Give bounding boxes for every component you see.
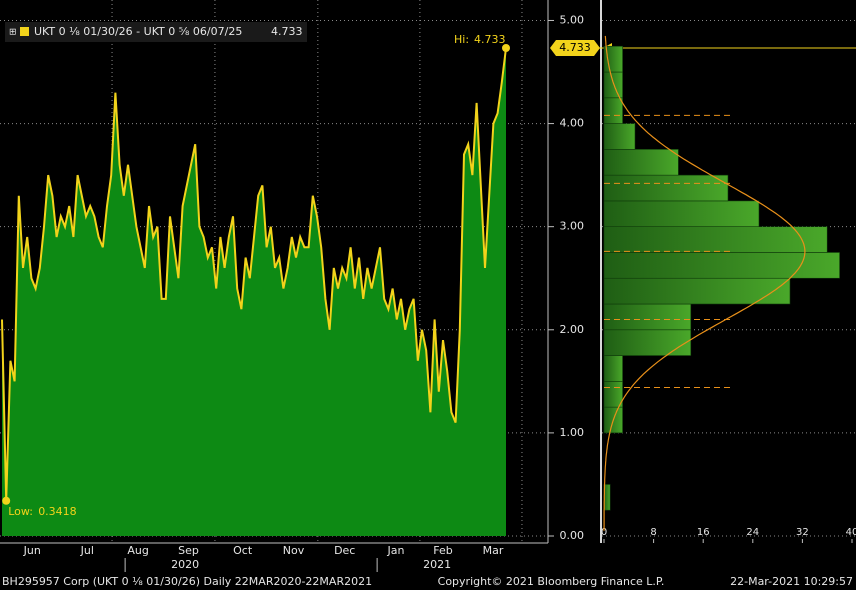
- line: [1, 47, 507, 501]
- hist-bar: [603, 200, 760, 227]
- high-label: Hi:: [454, 33, 469, 46]
- legend-label: UKT 0 ⅛ 01/30/26 - UKT 0 ⅝ 06/07/25: [34, 25, 242, 38]
- legend-toggle[interactable]: ⊞: [9, 28, 17, 38]
- hist-tick-label: 8: [650, 527, 656, 538]
- last-value-label: 4.733: [559, 41, 591, 54]
- hist-bar: [603, 123, 636, 150]
- x-tick-label: Aug: [127, 544, 148, 557]
- hist-bar: [603, 381, 623, 408]
- hist-bar: [603, 355, 623, 382]
- y-tick-label: 2.00: [560, 323, 585, 336]
- x-tick-label: Sep: [178, 544, 199, 557]
- x-year-label: 2020: [171, 558, 199, 571]
- last-value-tag: [550, 39, 600, 56]
- x-tick-label: Jun: [23, 544, 41, 557]
- hist-bar: [603, 149, 679, 176]
- hist-bar: [603, 277, 791, 305]
- hist-bar: [603, 174, 729, 202]
- hist-bar: [603, 329, 692, 356]
- y-tick-label: 4.00: [560, 117, 585, 130]
- low-label: Low:: [8, 505, 33, 518]
- x-tick-label: Nov: [283, 544, 305, 557]
- x-tick-label: Mar: [483, 544, 504, 557]
- legend-box: [5, 22, 307, 42]
- x-year-label: 2021: [423, 558, 451, 571]
- footer-left: BH295957 Corp (UKT 0 ⅛ 01/30/26) Daily 2…: [2, 575, 372, 588]
- hist-tick-label: 16: [697, 527, 710, 538]
- footer-right: 22-Mar-2021 10:29:57: [730, 575, 853, 588]
- fit-curve: [603, 35, 806, 531]
- footer-center: Copyright© 2021 Bloomberg Finance L.P.: [438, 575, 665, 588]
- legend-value: 4.733: [271, 25, 303, 38]
- hist-bar: [603, 226, 828, 253]
- y-tick-label: 1.00: [560, 426, 585, 439]
- x-tick-label: Feb: [433, 544, 452, 557]
- high-marker: [502, 43, 510, 52]
- low-marker: [2, 496, 11, 505]
- x-tick-label: Dec: [334, 544, 355, 557]
- hist-tick-label: 32: [796, 527, 809, 538]
- y-tick-label: 0.00: [560, 529, 585, 542]
- low-value: 0.3418: [38, 505, 76, 518]
- y-tick-label: 5.00: [560, 13, 585, 26]
- high-value: 4.733: [474, 33, 506, 46]
- x-tick-label: Jul: [80, 544, 94, 557]
- hist-bar: [603, 71, 623, 99]
- hist-bar: [603, 303, 692, 331]
- legend-swatch: [20, 27, 29, 36]
- x-tick-label: Oct: [233, 544, 253, 557]
- hist-tick-label: 40: [846, 527, 856, 538]
- x-tick-label: Jan: [386, 544, 404, 557]
- hist-bar: [603, 97, 623, 124]
- hist-tick-label: 0: [601, 527, 607, 538]
- hist-tick-label: 24: [746, 527, 759, 538]
- y-tick-label: 3.00: [560, 220, 585, 233]
